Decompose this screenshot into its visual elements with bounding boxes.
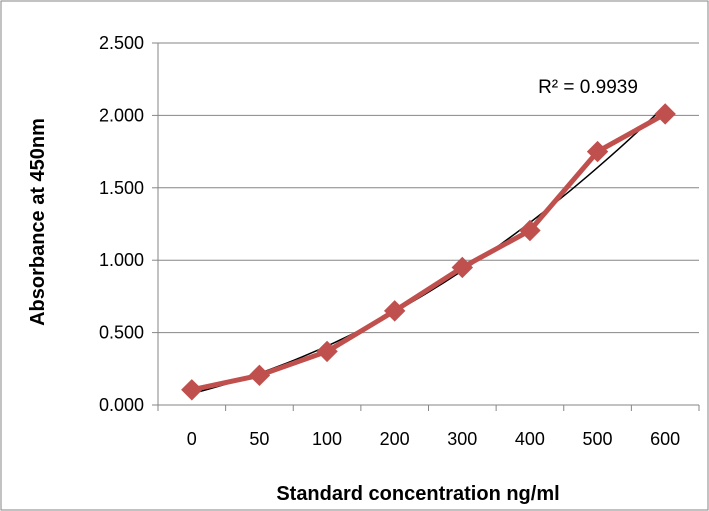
y-tick-label: 0.500: [99, 323, 144, 343]
data-point-marker: [248, 364, 271, 387]
data-markers: [181, 103, 676, 401]
y-tick-label: 2.500: [99, 33, 144, 53]
series-line: [191, 111, 667, 393]
y-axis-title: Absorbance at 450nm: [27, 118, 49, 326]
x-tick-label: 400: [515, 429, 545, 449]
data-point-marker: [316, 340, 338, 363]
x-tick-labels: 0 50 100 200 300 400 500 600: [187, 429, 680, 449]
y-tick-label: 2.000: [99, 105, 144, 125]
x-axis-title: Standard concentration ng/ml: [276, 483, 559, 505]
y-tick-label: 1.500: [99, 178, 144, 198]
axes: [152, 42, 700, 411]
x-tick-label: 50: [249, 429, 269, 449]
x-tick-label: 600: [650, 429, 680, 449]
data-point-marker: [519, 219, 541, 242]
data-point-marker: [383, 300, 406, 322]
r-squared-annotation: R² = 0.9939: [538, 77, 638, 98]
x-tick-label: 500: [583, 429, 613, 449]
data-point-marker: [586, 140, 609, 163]
y-tick-label: 0.000: [99, 395, 144, 415]
y-tick-label: 1.000: [99, 250, 144, 270]
gridlines: [158, 42, 699, 334]
x-tick-label: 200: [380, 429, 410, 449]
x-tick-label: 0: [187, 429, 197, 449]
y-tick-labels: 0.000 0.500 1.000 1.500 2.000 2.500: [99, 33, 144, 415]
data-point-marker: [451, 256, 474, 279]
data-point-marker: [654, 103, 676, 125]
data-point-marker: [181, 379, 203, 401]
x-tick-label: 100: [312, 429, 342, 449]
x-tick-label: 300: [447, 429, 477, 449]
